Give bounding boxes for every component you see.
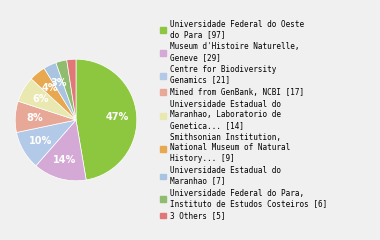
Wedge shape: [67, 59, 76, 120]
Wedge shape: [44, 63, 76, 120]
Text: 8%: 8%: [26, 113, 43, 123]
Text: 10%: 10%: [28, 136, 52, 146]
Text: 6%: 6%: [32, 94, 49, 104]
Wedge shape: [36, 120, 86, 181]
Wedge shape: [15, 101, 76, 132]
Wedge shape: [16, 120, 76, 166]
Wedge shape: [31, 68, 76, 120]
Text: 47%: 47%: [106, 112, 129, 121]
Wedge shape: [56, 60, 76, 120]
Text: 4%: 4%: [41, 83, 58, 93]
Wedge shape: [76, 59, 137, 180]
Wedge shape: [18, 79, 76, 120]
Legend: Universidade Federal do Oeste
do Para [97], Museum d'Histoire Naturelle,
Geneve : Universidade Federal do Oeste do Para [9…: [160, 19, 328, 221]
Text: 14%: 14%: [53, 155, 76, 165]
Text: 3%: 3%: [50, 78, 66, 88]
